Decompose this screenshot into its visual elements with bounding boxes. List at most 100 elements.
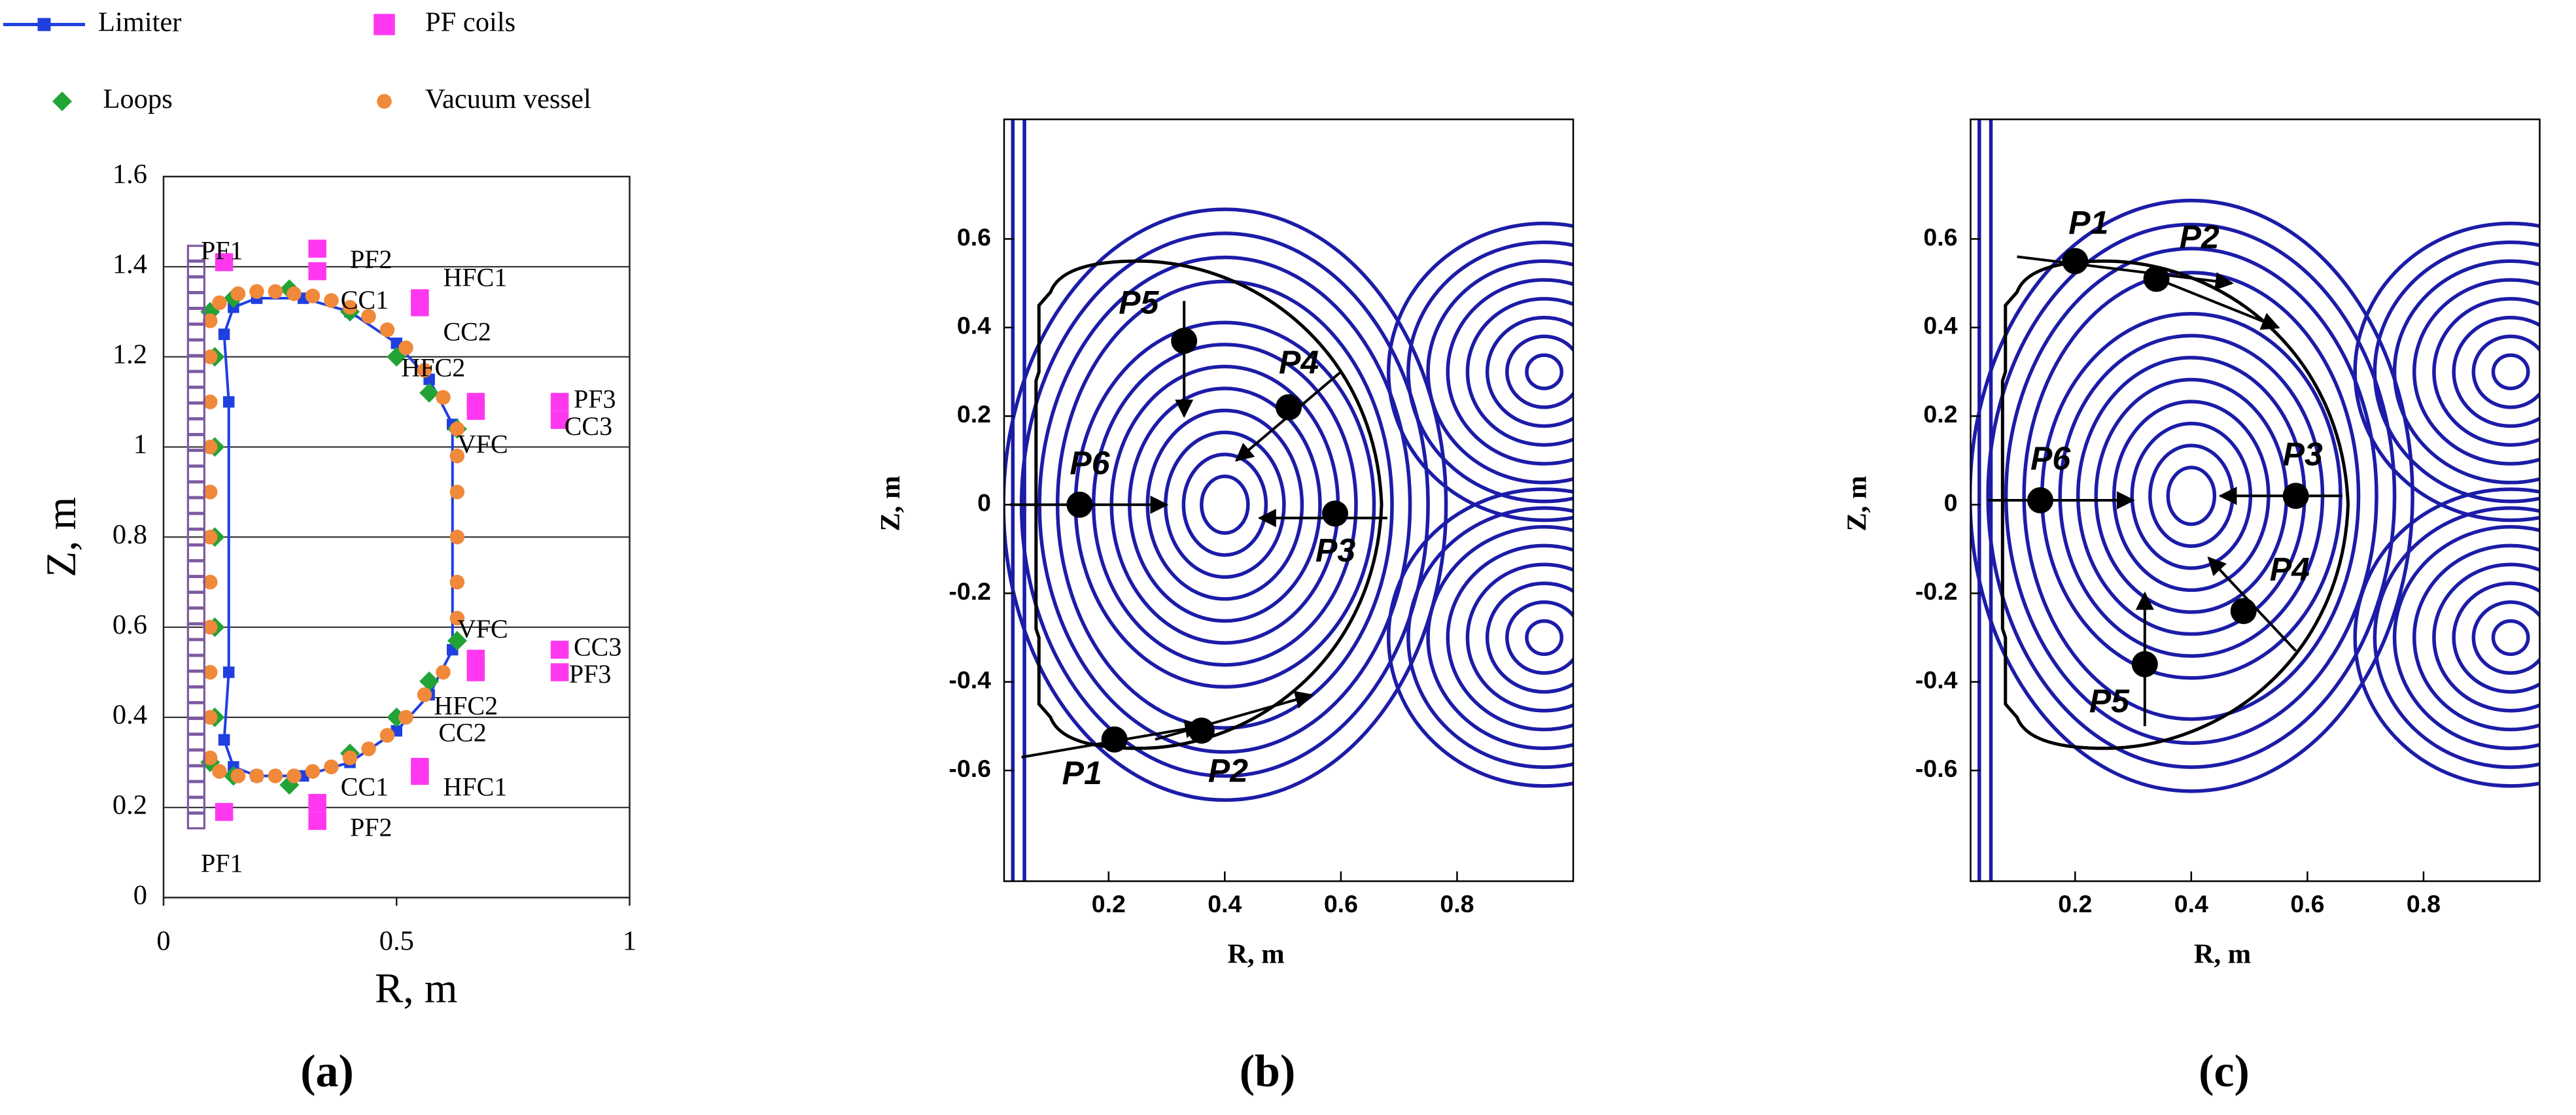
x-tick-label: 0.4 <box>1208 890 1242 918</box>
y-tick-label: -0.6 <box>1915 755 1958 782</box>
annotation: PF1 <box>201 235 243 265</box>
marker <box>230 768 246 783</box>
y-tick-label: 0.4 <box>1923 312 1957 339</box>
marker <box>186 245 206 262</box>
marker <box>212 764 227 779</box>
marker <box>449 574 465 590</box>
probe-point <box>2131 651 2158 678</box>
y-tick-label: 1.6 <box>113 159 147 190</box>
probe-point <box>1171 328 1198 354</box>
marker <box>186 717 206 735</box>
probe-point <box>1188 717 1215 744</box>
vessel <box>2000 259 2350 750</box>
y-tick-label: 0.2 <box>957 400 991 428</box>
flux-contour <box>1525 353 1563 390</box>
marker <box>186 639 206 656</box>
marker <box>436 390 451 405</box>
marker <box>379 728 395 743</box>
x-tick-label: 0 <box>156 925 170 956</box>
marker <box>203 485 218 500</box>
flux-contour <box>2392 524 2540 751</box>
annotation: PF3 <box>569 659 611 689</box>
probe-label: P4 <box>1279 344 1319 381</box>
marker <box>186 765 206 782</box>
probe-label: P6 <box>1070 445 1110 481</box>
flux-contour <box>1446 543 1574 732</box>
flux-contour <box>2491 619 2530 657</box>
x-tick-label: 0.6 <box>1324 890 1358 918</box>
annotation: VFC <box>457 614 508 643</box>
annotation: PF3 <box>574 385 616 414</box>
marker <box>223 396 235 408</box>
marker <box>203 574 218 590</box>
y-tick-label: 1 <box>133 429 147 460</box>
plot-frame <box>1970 118 2541 882</box>
flux-contour <box>1465 562 1574 713</box>
probe-label: P2 <box>2180 219 2219 256</box>
marker <box>411 766 429 785</box>
flux-contour <box>2373 506 2540 769</box>
flux-contour <box>1505 334 1574 409</box>
flux-contour <box>2166 466 2217 526</box>
flux-contour <box>2148 443 2235 548</box>
panel-label: (a) <box>300 1046 354 1097</box>
marker <box>186 607 206 625</box>
marker <box>550 392 569 411</box>
marker <box>218 328 230 340</box>
flux-contour <box>2392 259 2540 485</box>
marker <box>449 530 465 545</box>
marker <box>411 298 429 317</box>
x-tick-label: 0.2 <box>1092 890 1126 918</box>
x-tick-label: 0.6 <box>2290 890 2324 918</box>
flux-contour <box>1426 524 1574 751</box>
marker <box>218 734 230 746</box>
annotation: CC2 <box>438 718 486 747</box>
marker <box>186 355 206 372</box>
x-tick-label: 0.5 <box>379 925 414 956</box>
marker <box>287 768 302 783</box>
probe-label: P2 <box>1208 752 1248 789</box>
annotation: PF2 <box>350 812 392 842</box>
flux-contour <box>1200 474 1250 535</box>
flux-contour <box>2353 487 2540 788</box>
marker <box>449 611 465 626</box>
marker <box>186 481 206 498</box>
x-axis-title: R, m <box>2194 938 2251 969</box>
marker <box>436 664 451 680</box>
marker <box>203 349 218 364</box>
probe-label: P1 <box>2068 204 2108 241</box>
arrow <box>2017 255 2234 290</box>
y-axis-title: Z, m <box>875 476 906 532</box>
marker <box>186 655 206 672</box>
marker <box>550 640 569 659</box>
probe-point <box>1066 491 1093 518</box>
marker <box>230 286 246 301</box>
marker <box>268 768 283 783</box>
marker <box>203 530 218 545</box>
marker <box>419 383 440 403</box>
annotation: VFC <box>457 430 508 459</box>
annotation: CC2 <box>444 317 491 346</box>
marker <box>215 802 234 821</box>
marker <box>550 663 569 681</box>
probe-point <box>2143 266 2170 292</box>
marker <box>249 284 264 299</box>
y-tick-label: 0 <box>133 880 147 910</box>
annotation: CC3 <box>574 632 621 662</box>
flux-contour <box>2412 543 2540 732</box>
flux-contour <box>2432 562 2540 713</box>
panel: 0.2 0.4 0.6 0.8 -0.6 -0.4 -0.2 0 0.2 0.4 0.6 R, m Z,… <box>1841 118 2541 1097</box>
marker <box>342 300 358 315</box>
marker <box>324 293 339 308</box>
marker <box>203 313 218 328</box>
x-tick-label: 0.2 <box>2058 890 2092 918</box>
marker <box>287 286 302 301</box>
flux-contour <box>2452 315 2540 428</box>
marker <box>305 764 321 779</box>
marker <box>449 448 465 464</box>
y-tick-label: -0.6 <box>949 755 991 782</box>
probe-point <box>1322 500 1349 527</box>
panel: 0.2 0.4 0.6 0.8 -0.6 -0.4 -0.2 0 0.2 0.4 0.6 R, m Z,… <box>875 118 1575 1097</box>
marker <box>223 666 235 678</box>
marker <box>324 759 339 774</box>
